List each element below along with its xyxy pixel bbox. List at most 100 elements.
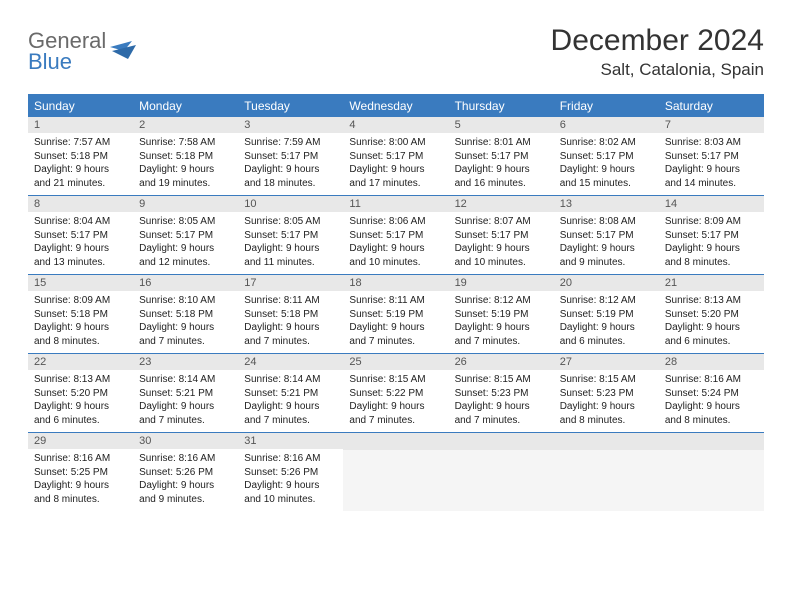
daylight-text: Daylight: 9 hours and 7 minutes. bbox=[139, 321, 232, 348]
daylight-text: Daylight: 9 hours and 8 minutes. bbox=[560, 400, 653, 427]
calendar-day-cell: 25Sunrise: 8:15 AMSunset: 5:22 PMDayligh… bbox=[343, 354, 448, 432]
sunset-text: Sunset: 5:18 PM bbox=[139, 308, 232, 322]
day-details: Sunrise: 8:16 AMSunset: 5:25 PMDaylight:… bbox=[28, 449, 133, 510]
brand-mark-icon bbox=[110, 41, 140, 63]
daylight-text: Daylight: 9 hours and 6 minutes. bbox=[665, 321, 758, 348]
daylight-text: Daylight: 9 hours and 21 minutes. bbox=[34, 163, 127, 190]
calendar-day-cell: 1Sunrise: 7:57 AMSunset: 5:18 PMDaylight… bbox=[28, 117, 133, 195]
sunrise-text: Sunrise: 8:16 AM bbox=[244, 452, 337, 466]
page-header: General Blue December 2024 Salt, Catalon… bbox=[28, 24, 764, 80]
daylight-text: Daylight: 9 hours and 7 minutes. bbox=[139, 400, 232, 427]
daylight-text: Daylight: 9 hours and 7 minutes. bbox=[455, 321, 548, 348]
sunset-text: Sunset: 5:18 PM bbox=[34, 308, 127, 322]
brand-line2: Blue bbox=[28, 51, 106, 73]
calendar-week-row: 15Sunrise: 8:09 AMSunset: 5:18 PMDayligh… bbox=[28, 274, 764, 353]
day-details: Sunrise: 8:10 AMSunset: 5:18 PMDaylight:… bbox=[133, 291, 238, 352]
day-details: Sunrise: 8:15 AMSunset: 5:23 PMDaylight:… bbox=[449, 370, 554, 431]
sunrise-text: Sunrise: 8:07 AM bbox=[455, 215, 548, 229]
calendar-day-cell: 8Sunrise: 8:04 AMSunset: 5:17 PMDaylight… bbox=[28, 196, 133, 274]
calendar-day-cell: 31Sunrise: 8:16 AMSunset: 5:26 PMDayligh… bbox=[238, 433, 343, 511]
day-number: 14 bbox=[659, 196, 764, 212]
sunrise-text: Sunrise: 8:03 AM bbox=[665, 136, 758, 150]
calendar-day-cell: 13Sunrise: 8:08 AMSunset: 5:17 PMDayligh… bbox=[554, 196, 659, 274]
calendar-page: General Blue December 2024 Salt, Catalon… bbox=[0, 0, 792, 511]
sunset-text: Sunset: 5:24 PM bbox=[665, 387, 758, 401]
sunrise-text: Sunrise: 8:13 AM bbox=[34, 373, 127, 387]
calendar-empty-cell bbox=[554, 433, 659, 511]
weekday-header-cell: Friday bbox=[554, 96, 659, 117]
daylight-text: Daylight: 9 hours and 8 minutes. bbox=[665, 242, 758, 269]
sunset-text: Sunset: 5:17 PM bbox=[244, 150, 337, 164]
daylight-text: Daylight: 9 hours and 16 minutes. bbox=[455, 163, 548, 190]
sunrise-text: Sunrise: 8:11 AM bbox=[349, 294, 442, 308]
calendar-empty-cell bbox=[659, 433, 764, 511]
day-number: 21 bbox=[659, 275, 764, 291]
day-number: 25 bbox=[343, 354, 448, 370]
day-details: Sunrise: 7:59 AMSunset: 5:17 PMDaylight:… bbox=[238, 133, 343, 194]
calendar-body: 1Sunrise: 7:57 AMSunset: 5:18 PMDaylight… bbox=[28, 117, 764, 511]
daylight-text: Daylight: 9 hours and 15 minutes. bbox=[560, 163, 653, 190]
sunset-text: Sunset: 5:26 PM bbox=[139, 466, 232, 480]
sunrise-text: Sunrise: 8:15 AM bbox=[349, 373, 442, 387]
weekday-header-cell: Thursday bbox=[449, 96, 554, 117]
calendar-week-row: 29Sunrise: 8:16 AMSunset: 5:25 PMDayligh… bbox=[28, 432, 764, 511]
daylight-text: Daylight: 9 hours and 11 minutes. bbox=[244, 242, 337, 269]
day-number: 1 bbox=[28, 117, 133, 133]
calendar-week-row: 1Sunrise: 7:57 AMSunset: 5:18 PMDaylight… bbox=[28, 117, 764, 195]
day-number: 24 bbox=[238, 354, 343, 370]
calendar-day-cell: 17Sunrise: 8:11 AMSunset: 5:18 PMDayligh… bbox=[238, 275, 343, 353]
calendar-day-cell: 21Sunrise: 8:13 AMSunset: 5:20 PMDayligh… bbox=[659, 275, 764, 353]
day-number: 23 bbox=[133, 354, 238, 370]
day-number: 12 bbox=[449, 196, 554, 212]
daylight-text: Daylight: 9 hours and 8 minutes. bbox=[34, 321, 127, 348]
sunset-text: Sunset: 5:17 PM bbox=[560, 150, 653, 164]
sunset-text: Sunset: 5:17 PM bbox=[349, 150, 442, 164]
empty-day-number bbox=[343, 433, 448, 450]
calendar-day-cell: 29Sunrise: 8:16 AMSunset: 5:25 PMDayligh… bbox=[28, 433, 133, 511]
calendar-day-cell: 14Sunrise: 8:09 AMSunset: 5:17 PMDayligh… bbox=[659, 196, 764, 274]
daylight-text: Daylight: 9 hours and 17 minutes. bbox=[349, 163, 442, 190]
daylight-text: Daylight: 9 hours and 8 minutes. bbox=[34, 479, 127, 506]
sunrise-text: Sunrise: 8:16 AM bbox=[665, 373, 758, 387]
day-details: Sunrise: 8:16 AMSunset: 5:26 PMDaylight:… bbox=[238, 449, 343, 510]
sunrise-text: Sunrise: 8:01 AM bbox=[455, 136, 548, 150]
sunset-text: Sunset: 5:19 PM bbox=[455, 308, 548, 322]
day-number: 2 bbox=[133, 117, 238, 133]
daylight-text: Daylight: 9 hours and 19 minutes. bbox=[139, 163, 232, 190]
sunset-text: Sunset: 5:19 PM bbox=[349, 308, 442, 322]
day-details: Sunrise: 8:14 AMSunset: 5:21 PMDaylight:… bbox=[133, 370, 238, 431]
sunrise-text: Sunrise: 8:11 AM bbox=[244, 294, 337, 308]
calendar-empty-cell bbox=[343, 433, 448, 511]
sunrise-text: Sunrise: 7:58 AM bbox=[139, 136, 232, 150]
sunrise-text: Sunrise: 8:15 AM bbox=[455, 373, 548, 387]
location-label: Salt, Catalonia, Spain bbox=[551, 60, 764, 80]
day-number: 7 bbox=[659, 117, 764, 133]
daylight-text: Daylight: 9 hours and 9 minutes. bbox=[139, 479, 232, 506]
sunrise-text: Sunrise: 8:13 AM bbox=[665, 294, 758, 308]
daylight-text: Daylight: 9 hours and 6 minutes. bbox=[34, 400, 127, 427]
sunrise-text: Sunrise: 8:08 AM bbox=[560, 215, 653, 229]
day-number: 8 bbox=[28, 196, 133, 212]
day-details: Sunrise: 8:13 AMSunset: 5:20 PMDaylight:… bbox=[659, 291, 764, 352]
calendar-day-cell: 4Sunrise: 8:00 AMSunset: 5:17 PMDaylight… bbox=[343, 117, 448, 195]
day-number: 13 bbox=[554, 196, 659, 212]
weekday-header-cell: Wednesday bbox=[343, 96, 448, 117]
sunset-text: Sunset: 5:17 PM bbox=[455, 229, 548, 243]
sunset-text: Sunset: 5:20 PM bbox=[665, 308, 758, 322]
sunset-text: Sunset: 5:22 PM bbox=[349, 387, 442, 401]
calendar-day-cell: 20Sunrise: 8:12 AMSunset: 5:19 PMDayligh… bbox=[554, 275, 659, 353]
day-details: Sunrise: 8:15 AMSunset: 5:23 PMDaylight:… bbox=[554, 370, 659, 431]
sunrise-text: Sunrise: 8:00 AM bbox=[349, 136, 442, 150]
day-details: Sunrise: 8:07 AMSunset: 5:17 PMDaylight:… bbox=[449, 212, 554, 273]
sunset-text: Sunset: 5:26 PM bbox=[244, 466, 337, 480]
weekday-header-row: SundayMondayTuesdayWednesdayThursdayFrid… bbox=[28, 96, 764, 117]
weekday-header-cell: Tuesday bbox=[238, 96, 343, 117]
sunset-text: Sunset: 5:20 PM bbox=[34, 387, 127, 401]
daylight-text: Daylight: 9 hours and 7 minutes. bbox=[244, 321, 337, 348]
day-number: 29 bbox=[28, 433, 133, 449]
calendar-day-cell: 3Sunrise: 7:59 AMSunset: 5:17 PMDaylight… bbox=[238, 117, 343, 195]
day-details: Sunrise: 8:09 AMSunset: 5:18 PMDaylight:… bbox=[28, 291, 133, 352]
day-details: Sunrise: 8:16 AMSunset: 5:24 PMDaylight:… bbox=[659, 370, 764, 431]
day-number: 31 bbox=[238, 433, 343, 449]
day-number: 3 bbox=[238, 117, 343, 133]
